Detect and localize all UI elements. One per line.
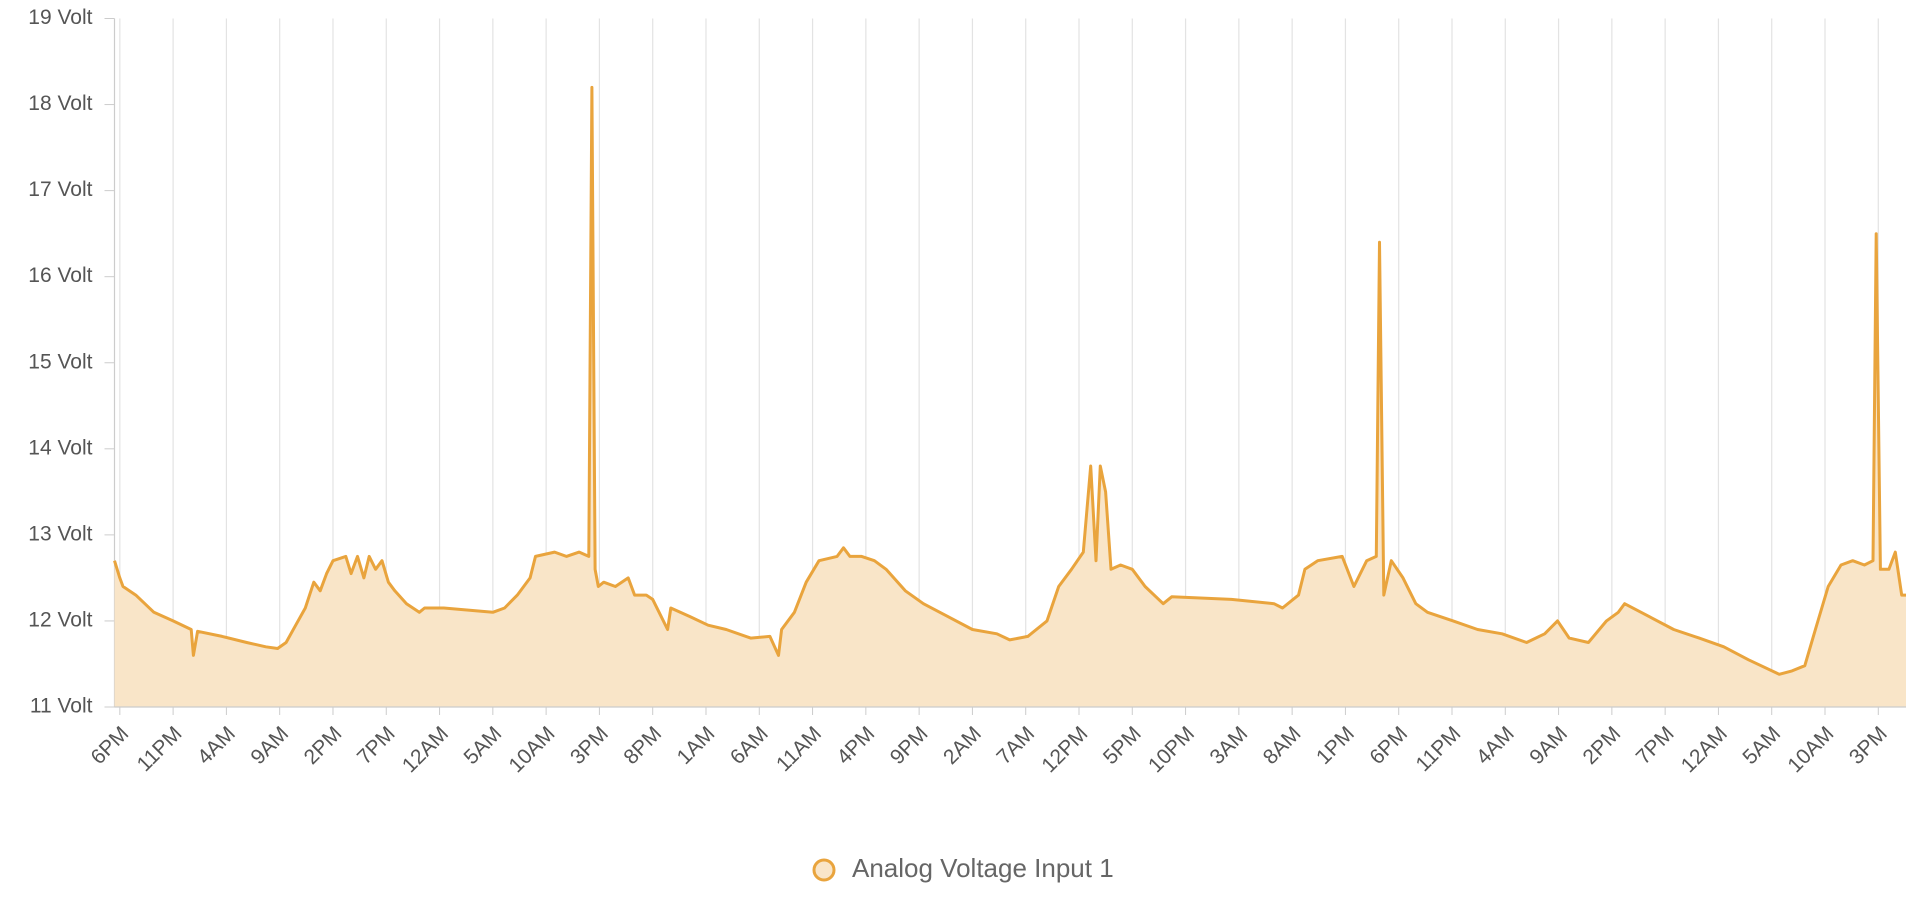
legend-marker bbox=[812, 858, 836, 882]
x-tick-label: 5PM bbox=[1099, 722, 1146, 769]
area bbox=[114, 87, 1906, 707]
x-tick-label: 10AM bbox=[1783, 722, 1838, 777]
x-tick-label: 7AM bbox=[992, 722, 1039, 769]
x-tick-label: 2PM bbox=[300, 722, 347, 769]
y-tick-label: 15 Volt bbox=[28, 350, 92, 373]
x-tick-label: 3PM bbox=[1845, 722, 1892, 769]
x-tick-label: 11AM bbox=[772, 722, 826, 776]
y-tick-label: 11 Volt bbox=[30, 695, 93, 718]
x-tick-label: 12AM bbox=[1677, 722, 1732, 777]
x-tick-label: 11PM bbox=[133, 722, 187, 776]
x-tick-label: 9PM bbox=[886, 722, 933, 769]
x-tick-label: 6PM bbox=[86, 722, 133, 769]
x-tick-label: 10PM bbox=[1144, 722, 1199, 777]
y-tick-label: 17 Volt bbox=[28, 178, 92, 201]
x-tick-label: 4AM bbox=[193, 722, 240, 769]
x-tick-label: 1PM bbox=[1312, 722, 1359, 769]
x-tick-label: 5AM bbox=[1738, 722, 1785, 769]
x-tick-label: 9AM bbox=[246, 722, 293, 769]
x-tick-label: 8PM bbox=[619, 722, 666, 769]
y-tick-label: 14 Volt bbox=[28, 436, 92, 459]
x-tick-label: 4PM bbox=[832, 722, 879, 769]
x-tick-label: 11PM bbox=[1411, 722, 1465, 776]
x-tick-label: 2PM bbox=[1579, 722, 1626, 769]
x-tick-label: 6AM bbox=[726, 722, 773, 769]
x-tick-label: 3AM bbox=[1206, 722, 1253, 769]
legend-item: Analog Voltage Input 1 bbox=[812, 853, 1114, 883]
x-tick-label: 5AM bbox=[459, 722, 506, 769]
x-tick-label: 12AM bbox=[398, 722, 453, 777]
y-tick-label: 16 Volt bbox=[28, 264, 92, 287]
x-tick-label: 8AM bbox=[1259, 722, 1306, 769]
x-tick-label: 7PM bbox=[353, 722, 400, 769]
x-tick-label: 7PM bbox=[1632, 722, 1679, 769]
x-tick-label: 10AM bbox=[505, 722, 560, 777]
y-tick-label: 12 Volt bbox=[28, 608, 92, 631]
y-tick-label: 19 Volt bbox=[28, 6, 92, 29]
y-tick-label: 13 Volt bbox=[28, 522, 92, 545]
x-tick-label: 6PM bbox=[1365, 722, 1412, 769]
x-tick-label: 12PM bbox=[1037, 722, 1092, 777]
x-tick-label: 9AM bbox=[1525, 722, 1572, 769]
x-tick-label: 4AM bbox=[1472, 722, 1519, 769]
y-tick-label: 18 Volt bbox=[28, 92, 92, 115]
line bbox=[113, 85, 1906, 676]
legend-label: Analog Voltage Input 1 bbox=[852, 853, 1114, 883]
x-tick-label: 2AM bbox=[939, 722, 986, 769]
x-tick-label: 3PM bbox=[566, 722, 613, 769]
x-tick-label: 1AM bbox=[673, 722, 720, 769]
